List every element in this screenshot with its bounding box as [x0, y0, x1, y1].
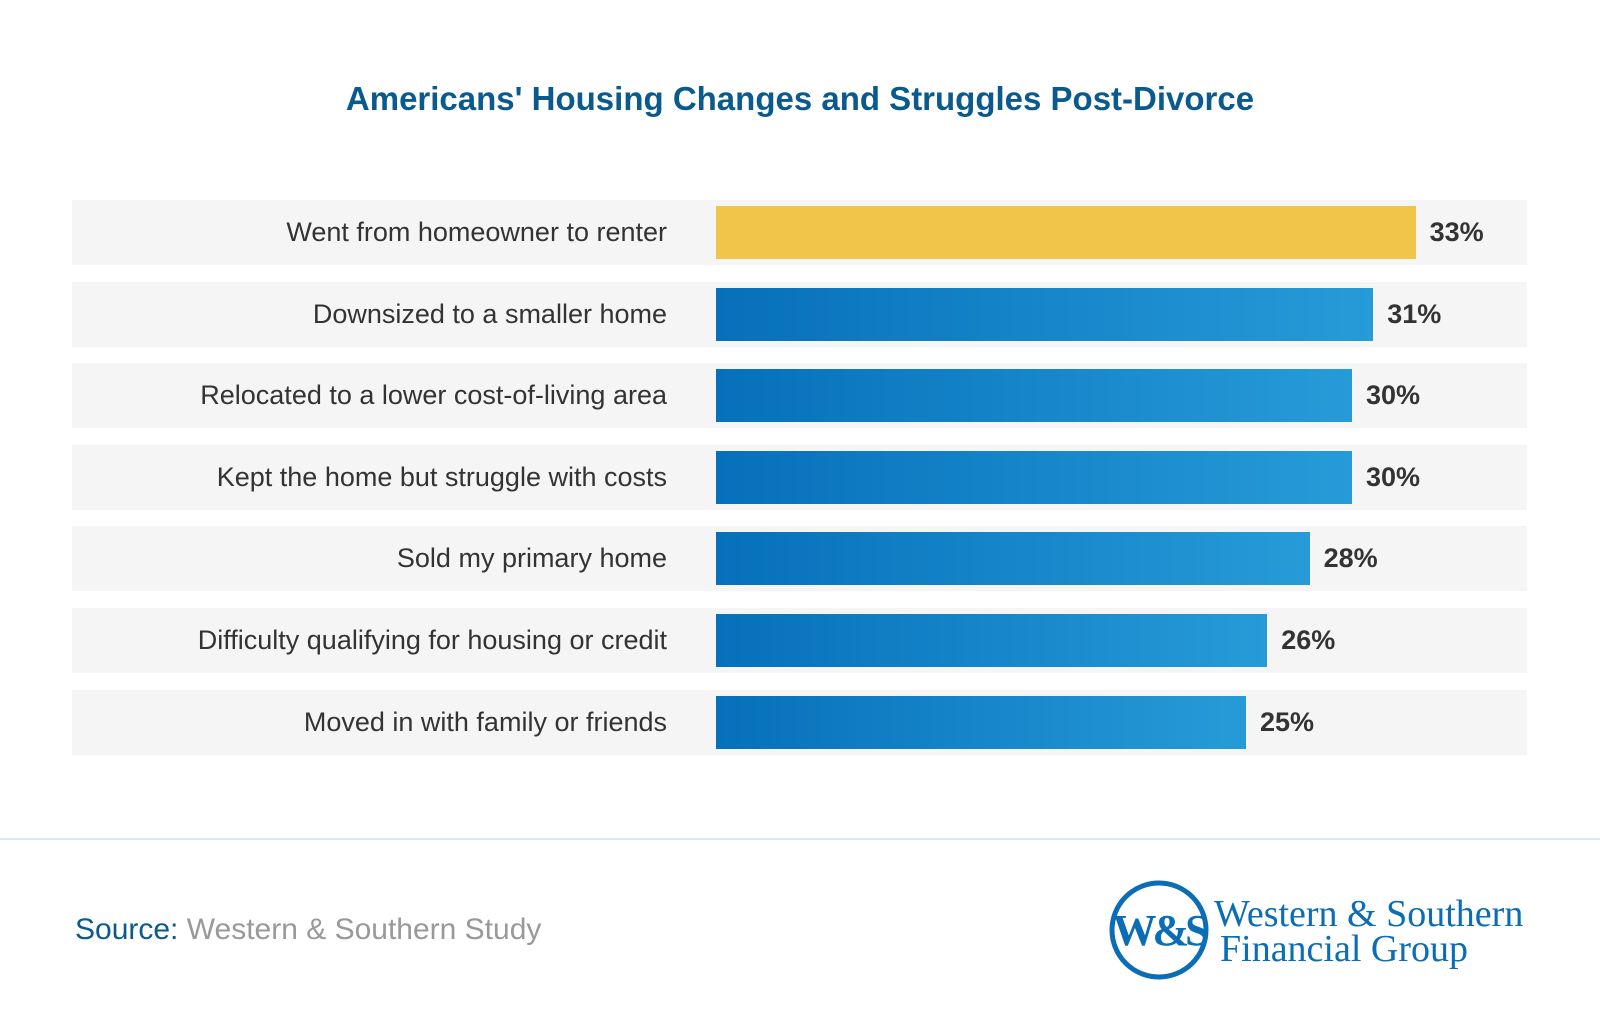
bar	[716, 450, 1352, 504]
category-label: Sold my primary home	[396, 543, 667, 574]
value-label: 26%	[1281, 625, 1336, 655]
category-label: Went from homeowner to renter	[286, 217, 667, 247]
bar-row: Kept the home but struggle with costs 30%	[72, 444, 1527, 510]
bar	[716, 206, 1416, 259]
value-label: 30%	[1366, 380, 1421, 411]
value-label: 30%	[1366, 461, 1421, 492]
bar	[716, 287, 1374, 341]
logo-line2: Financial Group	[1220, 928, 1469, 970]
bar-row: Difficulty qualifying for housing or cre…	[72, 608, 1527, 673]
bar-row: Went from homeowner to renter 33%	[72, 200, 1527, 265]
bar-row: Downsized to a smaller home 31%	[72, 281, 1527, 347]
bar-row: Moved in with family or friends 25%	[72, 689, 1527, 755]
bar	[716, 614, 1268, 667]
category-label: Relocated to a lower cost-of-living area	[200, 380, 667, 411]
bar	[716, 369, 1352, 423]
category-label: Kept the home but struggle with costs	[216, 461, 667, 492]
logo-monogram: W&S	[1109, 880, 1210, 980]
category-label: Difficulty qualifying for housing or cre…	[197, 625, 667, 655]
source-value: Western & Southern Study	[186, 913, 542, 946]
chart-title: Americans' Housing Changes and Struggles…	[345, 80, 1255, 117]
value-label: 28%	[1323, 543, 1378, 574]
bar	[716, 695, 1246, 749]
bar-row: Sold my primary home 28%	[72, 526, 1527, 592]
bar-row: Relocated to a lower cost-of-living area…	[72, 363, 1527, 429]
value-label: 25%	[1260, 706, 1315, 737]
category-label: Downsized to a smaller home	[312, 298, 667, 329]
svg-text:W&S: W&S	[1112, 906, 1208, 955]
source-key: Source:	[75, 913, 179, 946]
value-label: 33%	[1429, 217, 1484, 247]
logo-line1: Western & Southern	[1214, 893, 1524, 935]
category-label: Moved in with family or friends	[303, 706, 667, 737]
divider	[0, 838, 1600, 840]
value-label: 31%	[1387, 298, 1442, 329]
bar	[716, 532, 1310, 586]
source-note: Source: Western & Southern Study	[75, 913, 541, 947]
